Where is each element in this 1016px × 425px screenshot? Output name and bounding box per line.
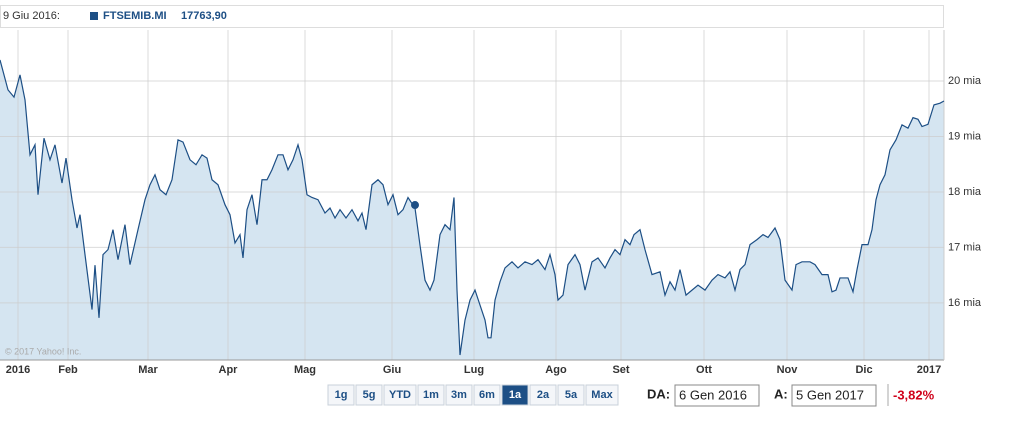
- range-button[interactable]: [557, 384, 585, 406]
- y-tick-label: 16 mia: [948, 297, 982, 309]
- range-button-label: 6m: [479, 389, 495, 401]
- range-button[interactable]: [473, 384, 501, 406]
- x-tick-label: Ago: [545, 364, 567, 376]
- hover-marker: [411, 201, 419, 210]
- x-tick-label: Dic: [855, 364, 872, 376]
- x-tick-label: Feb: [58, 364, 78, 376]
- y-tick-label: 17 mia: [948, 241, 982, 253]
- y-tick-label: 20 mia: [948, 75, 982, 87]
- x-tick-label: 2016: [6, 364, 30, 376]
- range-button[interactable]: [445, 384, 473, 406]
- price-line: [0, 59, 945, 356]
- y-tick-label: 19 mia: [948, 130, 982, 142]
- range-button[interactable]: [327, 384, 355, 406]
- hover-value: 17763,90: [181, 10, 227, 22]
- change-value: -3,82%: [893, 387, 935, 402]
- to-input[interactable]: [791, 384, 877, 407]
- range-button-label: 1g: [335, 389, 348, 401]
- range-button-label: YTD: [389, 389, 411, 401]
- range-button[interactable]: [417, 384, 445, 406]
- from-value: 6 Gen 2016: [679, 387, 747, 402]
- hover-date: 9 Giu 2016:: [3, 10, 60, 22]
- to-label: A:: [774, 386, 788, 401]
- range-button[interactable]: [383, 384, 417, 406]
- x-tick-label: Apr: [219, 364, 239, 376]
- area-fill: [0, 59, 944, 360]
- range-button-label: 5g: [363, 389, 376, 401]
- header-box: [0, 5, 944, 28]
- y-tick-label: 18 mia: [948, 186, 982, 198]
- to-value: 5 Gen 2017: [796, 387, 864, 402]
- range-button-label: Max: [591, 389, 613, 401]
- legend-label: FTSEMIB.MI: [103, 10, 167, 22]
- plot: 16 mia 17 mia 18 mia 19 mia 20 mia 2016 Feb Mar…: [0, 30, 982, 376]
- controls: 1g 5g YTD 1m 3m 6m 1a 2a 5a Max DA: 6 Gen 2016 A: 5 G…: [327, 384, 935, 407]
- legend-swatch: [90, 12, 98, 20]
- range-button[interactable]: [585, 384, 619, 406]
- range-button[interactable]: [529, 384, 557, 406]
- range-button-label: 2a: [537, 389, 550, 401]
- x-tick-label: Set: [612, 364, 629, 376]
- x-tick-label: Ott: [696, 364, 712, 376]
- range-button-label: 3m: [451, 389, 467, 401]
- range-button-label: 5a: [565, 389, 578, 401]
- range-button[interactable]: [501, 384, 529, 406]
- x-tick-label: Giu: [383, 364, 401, 376]
- from-label: DA:: [647, 386, 670, 401]
- range-button-label: 1a: [509, 389, 522, 401]
- from-input[interactable]: [674, 384, 760, 407]
- x-tick-label: Nov: [777, 364, 799, 376]
- range-button[interactable]: [355, 384, 383, 406]
- x-tick-label: 2017: [917, 364, 941, 376]
- x-tick-label: Lug: [464, 364, 484, 376]
- x-tick-label: Mag: [294, 364, 316, 376]
- copyright: © 2017 Yahoo! Inc.: [5, 346, 81, 356]
- x-tick-label: Mar: [138, 364, 158, 376]
- range-button-label: 1m: [423, 389, 439, 401]
